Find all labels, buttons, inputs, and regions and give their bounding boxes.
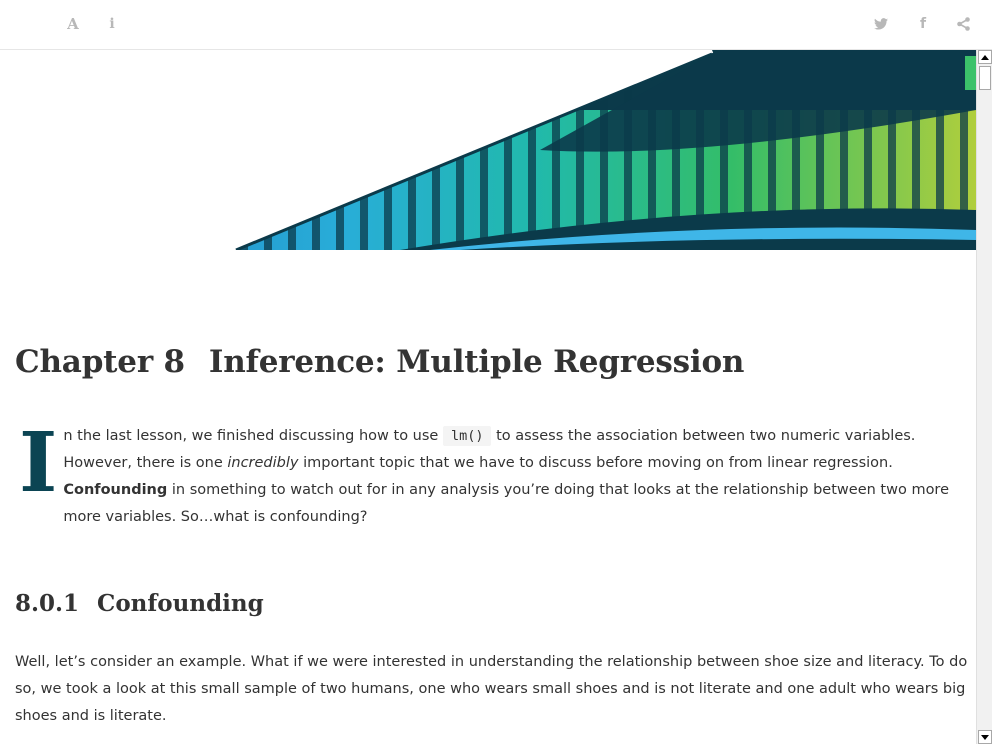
intro-bold-term: Confounding [63, 482, 168, 498]
font-settings-icon[interactable]: A [67, 15, 79, 33]
intro-text-2: to assess the association between two nu… [63, 428, 916, 471]
scroll-up-arrow-icon[interactable] [978, 50, 992, 64]
intro-text-4: in something to watch out for in any ana… [63, 482, 949, 525]
body-paragraph: Well, let’s consider an example. What if… [15, 654, 968, 724]
book-toolbar: A i f [0, 0, 992, 50]
intro-emphasis: incredibly [227, 455, 299, 471]
section-title: Confounding [97, 590, 264, 617]
twitter-icon[interactable] [870, 13, 892, 35]
section-number: 8.0.1 [15, 590, 80, 617]
intro-paragraph: I n the last lesson, we finished discuss… [15, 415, 965, 531]
scroll-down-arrow-icon[interactable] [978, 730, 992, 744]
section-heading: 8.0.1 Confounding [15, 590, 264, 617]
drop-cap: I [19, 415, 58, 511]
book-content: Chapter 8 Inference: Multiple Regression … [0, 50, 976, 744]
intro-text-3: important topic that we have to discuss … [303, 455, 893, 471]
chapter-number: Chapter 8 [15, 344, 185, 380]
intro-text-1: n the last lesson, we finished discussin… [63, 428, 439, 444]
chapter-name: Inference: Multiple Regression [208, 344, 745, 380]
scrollbar-thumb[interactable] [979, 66, 991, 90]
chapter-title: Chapter 8 Inference: Multiple Regression [15, 344, 744, 380]
facebook-icon[interactable]: f [919, 16, 927, 32]
info-icon[interactable]: i [109, 16, 115, 32]
chapter-banner-image [228, 50, 976, 250]
inline-code-lm: lm() [442, 426, 492, 446]
share-icon[interactable] [952, 13, 974, 35]
vertical-scrollbar[interactable] [976, 50, 992, 744]
